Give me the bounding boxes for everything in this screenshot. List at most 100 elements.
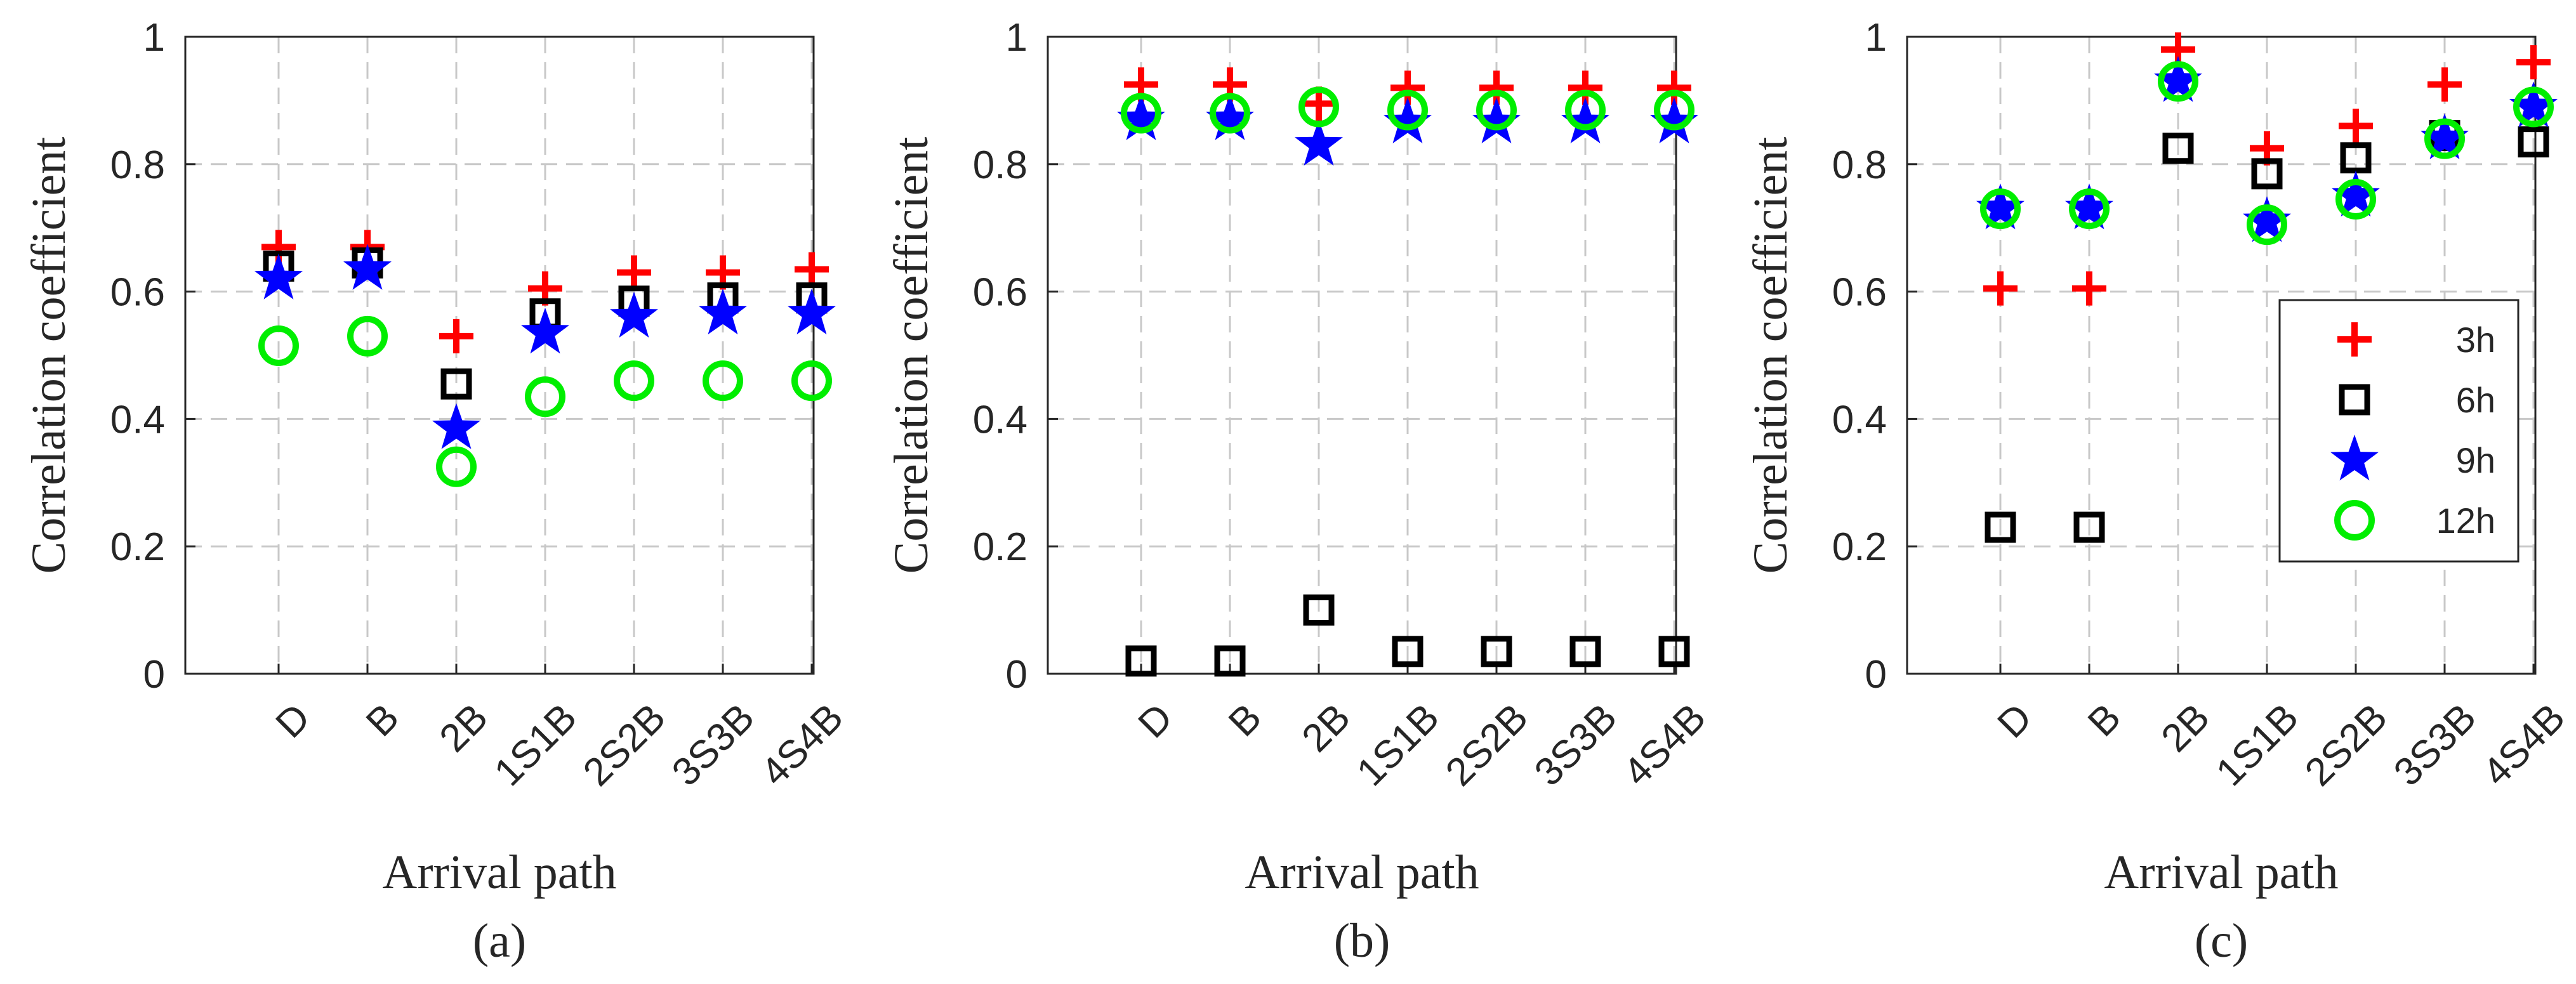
data-point-9h [1295,119,1343,166]
data-point-9h [1650,97,1698,143]
legend-label-3h: 3h [2456,320,2495,360]
x-tick-label: B [358,695,407,745]
legend: 3h 6h 9h 12h [2278,299,2520,563]
y-axis-label: Correlation coefficient [22,137,76,574]
series-12h [1121,86,1694,134]
data-point-12h [1387,89,1428,131]
legend-marker-12h [2334,500,2375,541]
data-point-12h [791,360,832,402]
panel-caption: (a) [473,914,526,968]
legend-label-6h: 6h [2456,380,2495,420]
data-point-6h [1658,636,1690,667]
x-tick-label: 1S1B [486,695,585,794]
x-axis-label: Arrival path [382,846,616,899]
plot-frame [184,36,815,675]
x-axis-label: Arrival path [1245,846,1479,899]
data-point-6h [2340,142,2372,174]
data-point-12h [1980,188,2021,230]
x-tick-label: 3S3B [664,695,763,794]
data-point-12h [2335,179,2376,220]
legend-marker-3h [2337,322,2372,357]
data-point-9h [1561,97,1609,143]
y-tick-label: 0.8 [110,143,165,187]
data-point-12h [1298,86,1339,128]
data-point-9h [699,288,747,335]
data-point-6h [440,368,472,400]
series-9h [254,244,836,449]
series-9h [1117,94,1698,166]
x-tick-label: D [1130,695,1181,746]
data-point-12h [1565,89,1606,131]
data-point-9h [521,307,569,354]
data-point-12h [436,446,477,487]
data-point-9h [1976,183,2024,230]
x-tick-label: 1S1B [2208,695,2307,794]
y-axis-label: Correlation coefficient [1744,137,1797,574]
x-tick-label: 2B [1294,695,1359,760]
data-point-9h [1472,97,1521,143]
data-point-12h [1476,89,1517,131]
data-point-12h [2158,61,2198,102]
data-point-12h [1210,93,1250,134]
x-tick-label: 2S2B [575,695,674,794]
y-tick-label: 0.4 [973,398,1027,442]
x-tick-label: 3S3B [2386,695,2485,794]
y-axis-label: Correlation coefficient [885,137,938,574]
x-tick-label: 2B [2153,695,2218,760]
y-tick-label: 0 [1006,653,1027,697]
series-6h [1125,594,1690,677]
data-point-12h [347,315,388,357]
data-point-9h [1206,94,1254,140]
y-tick-label: 1 [1865,16,1887,60]
plot-frame [1906,36,2537,675]
data-point-9h [2243,196,2291,242]
y-tick-label: 1 [1006,16,1027,60]
data-point-3h [795,252,829,287]
series-3h [261,230,829,353]
data-point-12h [2424,118,2465,159]
x-axis-label: Arrival path [2104,846,2338,899]
data-point-6h [1214,645,1246,677]
legend-marker-6h [2339,384,2370,416]
x-tick-label: B [1220,695,1270,745]
y-tick-label: 0.8 [973,143,1027,187]
y-tick-label: 0.2 [110,525,165,569]
y-tick-label: 0.8 [1832,143,1887,187]
x-tick-label: 2S2B [2297,695,2396,794]
data-point-3h [617,255,651,290]
plot-frame [1047,36,1677,675]
data-point-9h [2332,171,2380,217]
legend-label-9h: 9h [2456,440,2495,480]
data-point-9h [1384,97,1432,143]
data-point-12h [2247,204,2287,246]
y-tick-label: 0.6 [973,271,1027,315]
panel-caption: (b) [1334,914,1390,968]
y-tick-label: 0 [1865,653,1887,697]
data-point-12h [703,360,743,402]
data-point-12h [1121,93,1161,134]
series-12h [258,315,832,487]
x-tick-label: 2S2B [1437,695,1536,794]
data-point-12h [2513,86,2554,128]
series-9h [1976,56,2558,242]
data-point-6h [2518,126,2549,158]
x-tick-label: D [1990,695,2040,746]
x-tick-label: 2B [432,695,496,760]
data-point-6h [1985,511,2016,543]
series-12h [1980,61,2554,246]
data-point-9h [254,253,303,299]
panel-caption: (c) [2195,914,2248,968]
data-point-9h [788,288,836,335]
data-point-9h [2509,81,2558,128]
data-point-6h [2073,511,2105,543]
data-point-9h [610,291,658,338]
y-tick-label: 1 [143,16,165,60]
data-point-3h [2427,67,2462,102]
data-point-6h [1569,636,1601,667]
y-tick-label: 0.2 [973,525,1027,569]
data-point-9h [2154,56,2202,102]
y-tick-label: 0 [143,653,165,697]
